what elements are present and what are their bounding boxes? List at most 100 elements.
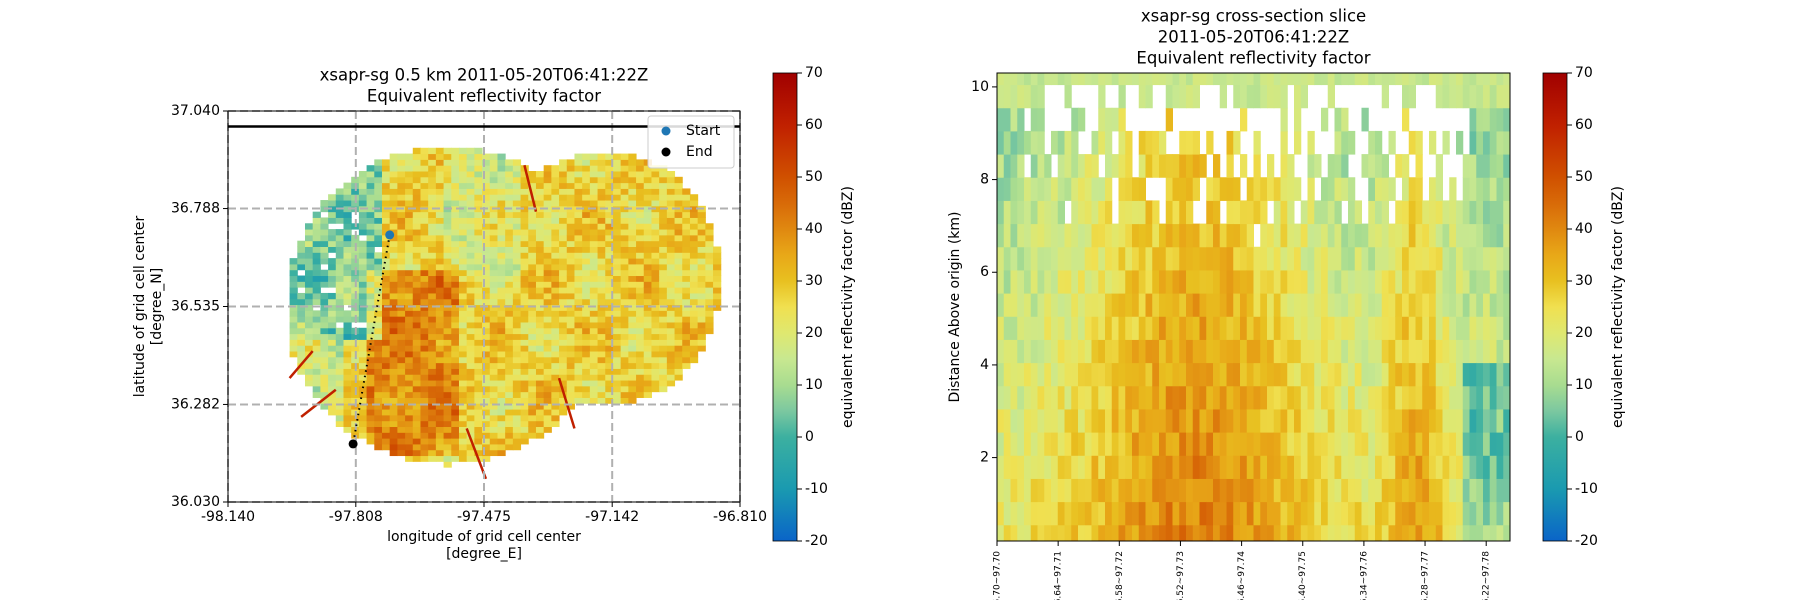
section-cell <box>1260 432 1268 456</box>
radar-cell <box>512 327 522 335</box>
section-cell <box>1024 223 1032 248</box>
radar-cell <box>651 287 660 294</box>
radar-cell <box>597 240 606 247</box>
radar-cell <box>520 438 529 445</box>
radar-cell <box>335 385 344 393</box>
radar-cell <box>628 362 637 369</box>
radar-cell <box>620 281 629 288</box>
radar-cell <box>335 304 344 311</box>
section-cell <box>1253 408 1261 433</box>
section-cell <box>1415 362 1423 387</box>
radar-cell <box>474 414 483 422</box>
radar-cell <box>489 321 498 329</box>
section-cell <box>1267 84 1275 109</box>
radar-cell <box>682 263 691 271</box>
y-tick-label: 10 <box>971 79 989 95</box>
radar-cell <box>405 397 414 404</box>
radar-cell <box>559 345 568 352</box>
radar-cell <box>666 252 676 259</box>
section-cell <box>1273 246 1281 271</box>
radar-cell <box>412 443 421 451</box>
section-cell <box>1341 362 1349 387</box>
section-cell <box>1037 316 1045 340</box>
radar-cell <box>458 438 468 445</box>
section-cell <box>1111 293 1119 317</box>
radar-cell <box>535 374 545 381</box>
radar-cell <box>366 281 375 288</box>
section-cell <box>1489 455 1497 479</box>
radar-cell <box>482 374 491 381</box>
radar-cell <box>574 194 583 201</box>
radar-cell <box>528 292 537 300</box>
radar-cell <box>458 304 468 311</box>
radar-cell <box>381 316 391 323</box>
radar-cell <box>474 200 483 207</box>
section-cell <box>1489 246 1497 271</box>
radar-cell <box>566 165 575 172</box>
section-cell <box>1496 339 1504 364</box>
section-cell <box>1489 130 1497 155</box>
radar-cell <box>651 263 660 271</box>
radar-cell <box>566 368 575 375</box>
radar-cell <box>689 281 699 288</box>
section-cell <box>1341 455 1349 479</box>
radar-cell <box>289 269 298 277</box>
radar-cell <box>451 385 460 393</box>
radar-cell <box>589 281 599 288</box>
radar-cell <box>689 229 699 236</box>
section-cell <box>1483 385 1491 410</box>
section-cell <box>997 293 1005 317</box>
radar-cell <box>674 263 683 271</box>
radar-cell <box>559 374 568 381</box>
section-cell <box>1233 432 1241 456</box>
radar-cell <box>543 171 552 178</box>
section-cell <box>997 130 1005 155</box>
radar-cell <box>335 258 344 265</box>
section-cell <box>1483 455 1491 479</box>
section-cell <box>1273 269 1281 294</box>
radar-cell <box>528 234 537 242</box>
radar-cell <box>697 321 706 329</box>
radar-cell <box>397 188 406 195</box>
section-cell <box>1469 269 1477 294</box>
radar-cell <box>628 217 637 224</box>
section-cell <box>1442 293 1450 317</box>
radar-cell <box>674 234 683 242</box>
section-cell <box>1152 455 1160 479</box>
section-cell <box>1037 385 1045 410</box>
radar-cell <box>559 275 568 282</box>
section-cell <box>1300 293 1308 317</box>
section-cell <box>1354 385 1362 410</box>
radar-cell <box>328 356 337 364</box>
radar-cell <box>605 321 614 329</box>
section-cell <box>1354 408 1362 433</box>
section-cell <box>1132 455 1140 479</box>
radar-cell <box>358 351 368 358</box>
section-cell <box>1368 246 1376 271</box>
radar-cell <box>304 304 314 311</box>
section-cell <box>1456 455 1464 479</box>
section-cell <box>1024 362 1032 387</box>
radar-cell <box>651 380 660 387</box>
radar-cell <box>304 345 314 352</box>
section-cell <box>1361 501 1369 526</box>
radar-cell <box>643 217 652 224</box>
radar-cell <box>589 165 599 172</box>
radar-cell <box>628 397 637 404</box>
radar-cell <box>482 275 491 282</box>
section-cell <box>1084 269 1092 294</box>
section-cell <box>1132 385 1140 410</box>
section-cell <box>1435 478 1443 503</box>
section-cell <box>1064 408 1072 433</box>
section-cell <box>1307 293 1315 317</box>
radar-cell <box>397 385 406 393</box>
section-cell <box>1368 501 1376 526</box>
radar-cell <box>482 194 491 201</box>
section-cell <box>1226 130 1234 155</box>
radar-cell <box>574 374 583 381</box>
section-cell <box>1415 154 1423 178</box>
section-cell <box>1098 293 1106 317</box>
radar-cell <box>651 356 660 364</box>
section-cell <box>1213 455 1221 479</box>
radar-cell <box>412 252 421 259</box>
